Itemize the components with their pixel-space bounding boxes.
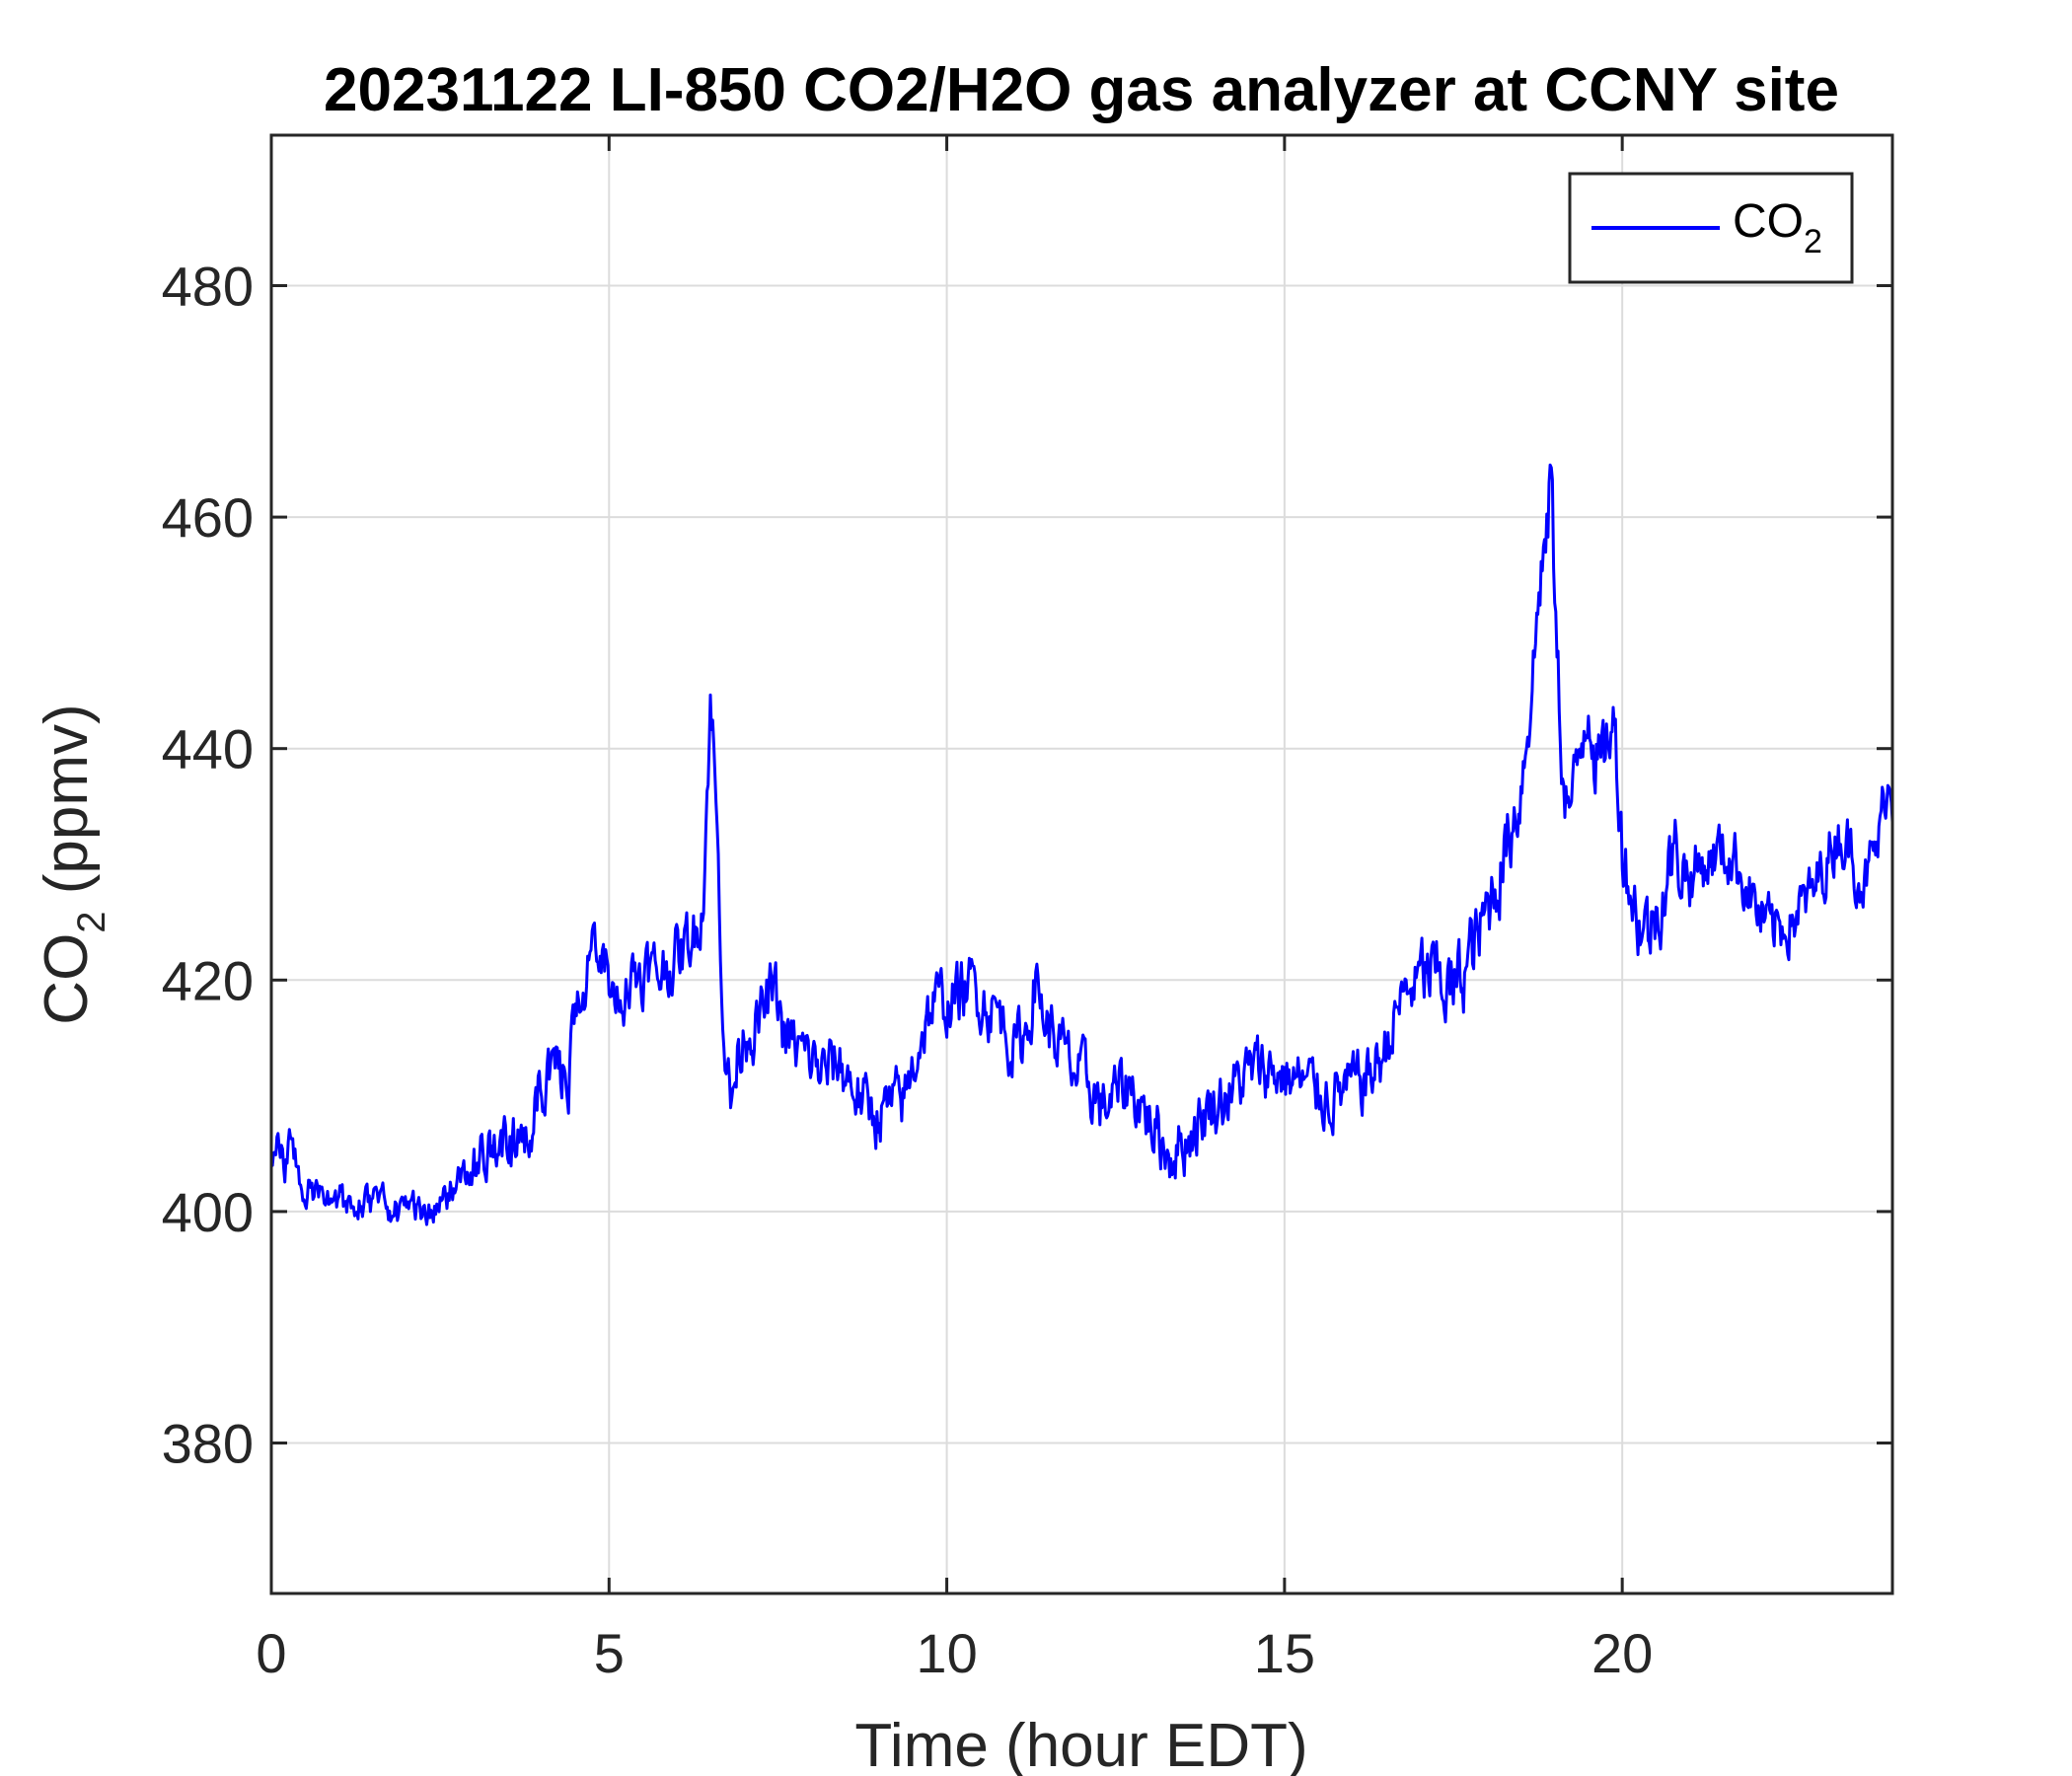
legend: CO2 <box>1568 172 1854 284</box>
x-tick-label: 15 <box>1254 1622 1315 1684</box>
x-tick-labels: 0 5 10 15 20 <box>256 1622 1653 1684</box>
y-tick-label: 380 <box>162 1413 254 1475</box>
y-axis-label-main: CO <box>33 933 101 1025</box>
x-tick-label: 0 <box>256 1622 286 1684</box>
axis-ticks <box>269 135 1892 1593</box>
y-axis-label-unit: (ppmv) <box>33 703 101 911</box>
x-tick-label: 10 <box>916 1622 977 1684</box>
legend-label-subscript: 2 <box>1804 223 1822 260</box>
x-tick-label: 20 <box>1591 1622 1653 1684</box>
y-tick-label: 460 <box>162 486 254 549</box>
legend-label: CO2 <box>1733 195 1822 260</box>
y-axis-label-subscript: 2 <box>70 911 113 932</box>
x-axis-label: Time (hour EDT) <box>854 1712 1307 1776</box>
legend-label-main: CO <box>1733 195 1804 248</box>
plot-frame <box>269 133 1894 1595</box>
series-layer <box>269 463 1894 1226</box>
gridlines <box>270 135 1892 1593</box>
y-tick-labels: 380 400 420 440 460 480 <box>162 255 254 1474</box>
y-tick-label: 440 <box>162 718 254 780</box>
y-tick-label: 400 <box>162 1181 254 1243</box>
y-tick-label: 480 <box>162 255 254 317</box>
series-line-co2 <box>269 463 1894 1226</box>
y-axis-label: CO2 (ppmv) <box>33 703 113 1024</box>
y-tick-label: 420 <box>162 949 254 1011</box>
x-tick-label: 5 <box>594 1622 625 1684</box>
chart-title: 20231122 LI-850 CO2/H2O gas analyzer at … <box>324 56 1839 124</box>
